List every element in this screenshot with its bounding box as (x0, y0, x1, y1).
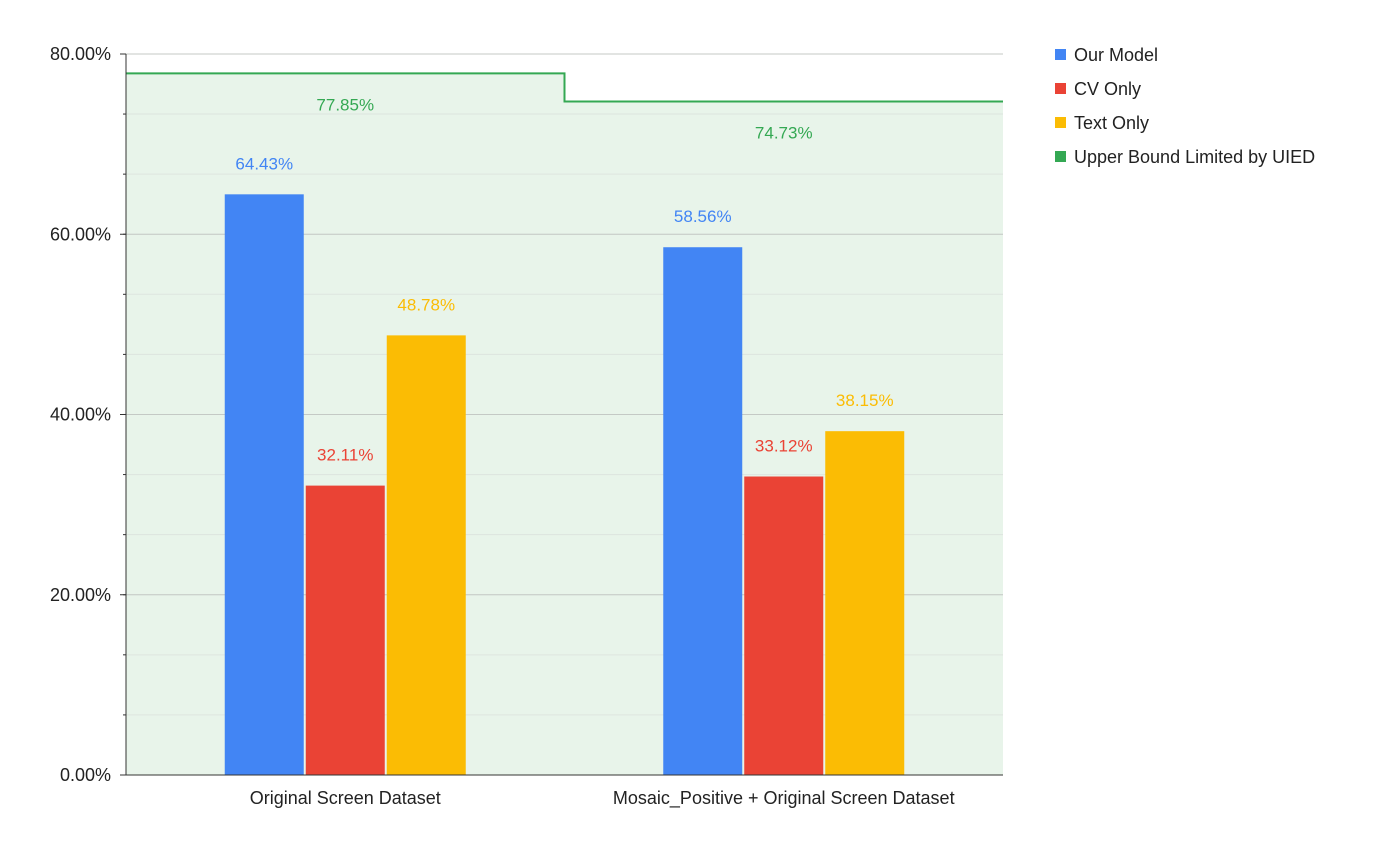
upper-bound-data-label: 74.73% (755, 123, 813, 142)
gridlines (126, 53, 1003, 776)
legend-label: CV Only (1074, 79, 1141, 99)
x-axis: Original Screen Dataset Mosaic_Positive +… (126, 774, 1003, 809)
bar (744, 476, 824, 775)
data-labels: 64.43% 32.11% 48.78% 58.56% 33.12% 38.15% 77.8… (235, 95, 893, 464)
legend-swatch (1055, 49, 1066, 60)
bar (305, 485, 385, 775)
bar (663, 247, 743, 775)
bar-data-label: 48.78% (397, 295, 455, 314)
upper-bound-data-label: 77.85% (316, 95, 374, 114)
bar-data-label: 38.15% (836, 391, 894, 410)
legend-swatch (1055, 117, 1066, 128)
bar (386, 335, 466, 775)
y-tick-label: 40.00% (50, 405, 111, 425)
y-tick-label: 60.00% (50, 224, 111, 244)
bar (224, 194, 304, 775)
legend: Our Model CV Only Text Only Upper Bound Lim… (1055, 45, 1315, 167)
legend-label: Our Model (1074, 45, 1158, 65)
x-tick-label: Original Screen Dataset (250, 788, 441, 808)
x-tick-label: Mosaic_Positive + Original Screen Datase… (613, 788, 955, 809)
y-axis: 0.00% 20.00% 40.00% 60.00% 80.00% (50, 44, 127, 785)
upper-bound-line (126, 72, 1003, 103)
bar-data-label: 58.56% (674, 207, 732, 226)
y-tick-label: 0.00% (60, 765, 111, 785)
bar-data-label: 64.43% (235, 154, 293, 173)
legend-swatch (1055, 151, 1066, 162)
y-tick-label: 80.00% (50, 44, 111, 64)
bar (825, 431, 905, 775)
legend-label: Upper Bound Limited by UIED (1074, 147, 1315, 167)
legend-swatch (1055, 83, 1066, 94)
legend-label: Text Only (1074, 113, 1149, 133)
bars (224, 194, 905, 775)
bar-data-label: 32.11% (317, 446, 373, 465)
y-tick-label: 20.00% (50, 585, 111, 605)
bar-data-label: 33.12% (755, 437, 813, 456)
